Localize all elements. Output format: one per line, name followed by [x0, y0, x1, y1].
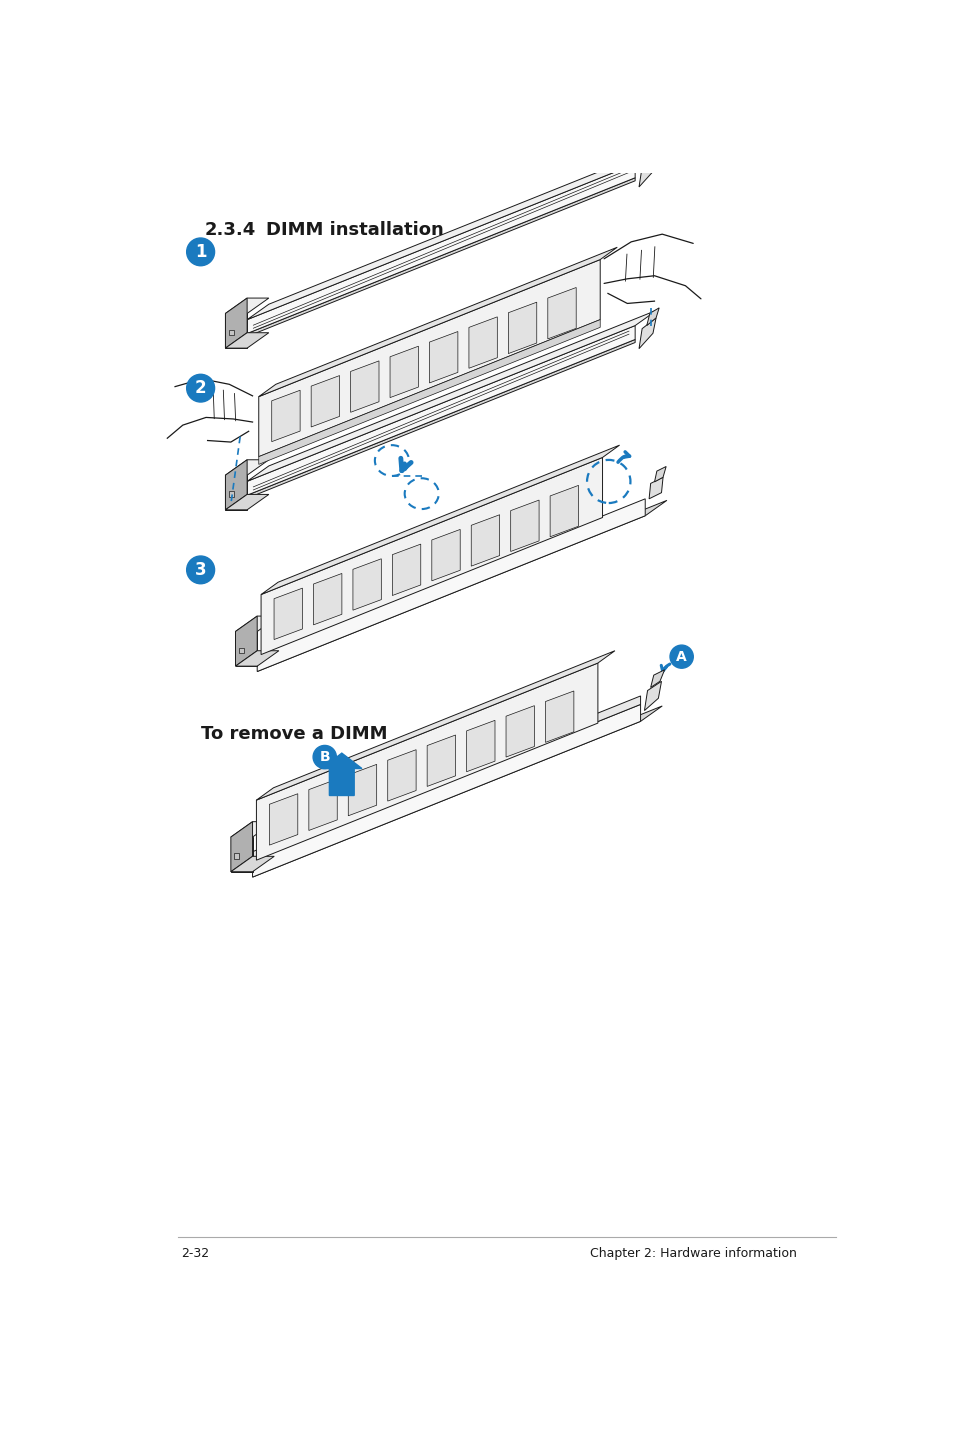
Polygon shape	[225, 298, 247, 348]
Polygon shape	[469, 316, 497, 368]
Polygon shape	[247, 325, 635, 495]
Text: B: B	[319, 751, 330, 764]
Polygon shape	[235, 651, 278, 666]
Polygon shape	[238, 647, 244, 653]
FancyArrow shape	[321, 754, 361, 795]
Polygon shape	[432, 529, 459, 581]
Polygon shape	[253, 706, 661, 877]
Polygon shape	[247, 164, 635, 334]
Polygon shape	[225, 313, 247, 348]
Polygon shape	[510, 500, 538, 551]
Circle shape	[187, 374, 214, 403]
Text: 2-32: 2-32	[181, 1248, 209, 1261]
Polygon shape	[253, 696, 639, 860]
Polygon shape	[272, 390, 300, 441]
Text: 2: 2	[194, 380, 206, 397]
Polygon shape	[247, 148, 657, 319]
Polygon shape	[256, 663, 598, 860]
Polygon shape	[545, 692, 574, 742]
Polygon shape	[644, 682, 660, 710]
Polygon shape	[646, 147, 659, 164]
Text: 1: 1	[194, 243, 206, 260]
Polygon shape	[229, 492, 233, 496]
Polygon shape	[427, 735, 456, 787]
Polygon shape	[253, 705, 639, 877]
Polygon shape	[639, 157, 656, 187]
Polygon shape	[235, 615, 257, 666]
Polygon shape	[225, 332, 269, 348]
Circle shape	[313, 745, 336, 768]
Circle shape	[187, 557, 214, 584]
Polygon shape	[256, 651, 615, 800]
Text: Chapter 2: Chapter 2	[17, 699, 30, 768]
Polygon shape	[247, 311, 657, 482]
Polygon shape	[225, 460, 269, 475]
Polygon shape	[309, 779, 336, 831]
Polygon shape	[353, 559, 381, 610]
Polygon shape	[258, 247, 617, 397]
Polygon shape	[258, 260, 599, 457]
Polygon shape	[225, 475, 247, 510]
Polygon shape	[225, 495, 269, 510]
Polygon shape	[247, 178, 635, 336]
Text: A: A	[676, 650, 686, 664]
Text: DIMM installation: DIMM installation	[266, 221, 444, 239]
Polygon shape	[274, 588, 302, 640]
Polygon shape	[466, 720, 495, 772]
Polygon shape	[387, 749, 416, 801]
Polygon shape	[261, 446, 618, 594]
Polygon shape	[231, 837, 253, 871]
Polygon shape	[390, 347, 418, 398]
Polygon shape	[235, 631, 257, 666]
Polygon shape	[351, 361, 378, 413]
Polygon shape	[261, 457, 602, 654]
Polygon shape	[229, 329, 233, 335]
Polygon shape	[550, 486, 578, 536]
Text: Chapter 2: Hardware information: Chapter 2: Hardware information	[589, 1248, 796, 1261]
Polygon shape	[235, 615, 278, 631]
Polygon shape	[508, 302, 537, 354]
Polygon shape	[471, 515, 499, 567]
Polygon shape	[247, 339, 635, 499]
Polygon shape	[429, 332, 457, 383]
Polygon shape	[505, 706, 534, 756]
Polygon shape	[654, 466, 665, 482]
Polygon shape	[231, 821, 253, 871]
Polygon shape	[639, 318, 656, 348]
Polygon shape	[311, 375, 339, 427]
Polygon shape	[257, 500, 666, 672]
Polygon shape	[269, 794, 297, 846]
Polygon shape	[392, 544, 420, 595]
Polygon shape	[225, 298, 269, 313]
Polygon shape	[650, 670, 664, 687]
Polygon shape	[646, 308, 659, 325]
Polygon shape	[225, 460, 247, 510]
Polygon shape	[314, 574, 341, 626]
Text: 2.3.4: 2.3.4	[204, 221, 255, 239]
Text: 3: 3	[194, 561, 206, 580]
Polygon shape	[257, 499, 644, 672]
Polygon shape	[233, 853, 239, 858]
Polygon shape	[648, 477, 662, 499]
Circle shape	[669, 646, 693, 669]
Polygon shape	[348, 765, 376, 815]
Text: To remove a DIMM: To remove a DIMM	[200, 725, 387, 743]
Polygon shape	[231, 821, 274, 837]
Polygon shape	[258, 319, 599, 464]
Circle shape	[187, 239, 214, 266]
Polygon shape	[231, 856, 274, 871]
Polygon shape	[547, 288, 576, 339]
